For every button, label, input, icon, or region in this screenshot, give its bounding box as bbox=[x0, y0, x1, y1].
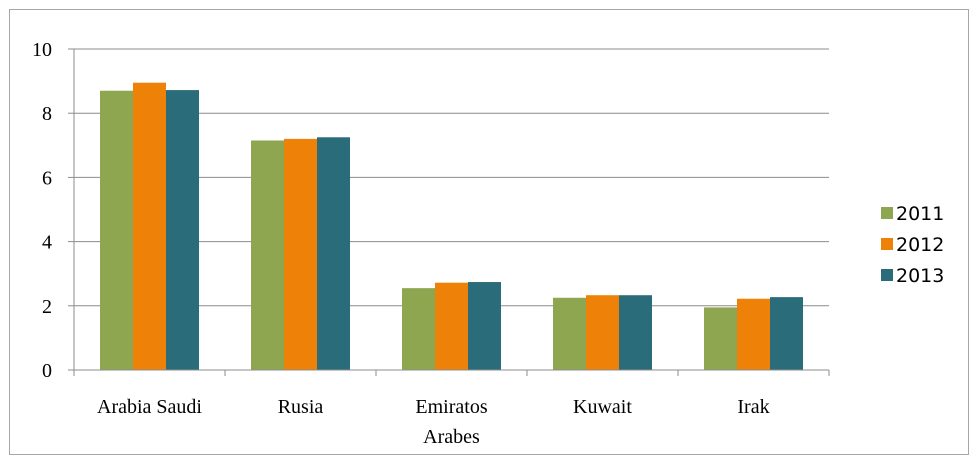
legend-swatch-2012 bbox=[881, 238, 893, 250]
bar-2012-4 bbox=[737, 298, 770, 370]
x-category-label: Emiratos bbox=[415, 396, 487, 418]
legend-swatch-2011 bbox=[881, 207, 893, 219]
bar-2012-3 bbox=[586, 295, 619, 370]
bar-2013-0 bbox=[166, 90, 199, 370]
x-category-label: Irak bbox=[737, 396, 769, 418]
bar-2011-0 bbox=[100, 90, 133, 370]
x-category-label: Kuwait bbox=[573, 396, 632, 418]
axes bbox=[68, 48, 830, 376]
y-tick-label: 0 bbox=[42, 360, 52, 382]
y-axis-tick-labels: 0 2 4 6 8 10 bbox=[32, 39, 52, 382]
bar-2012-2 bbox=[435, 282, 468, 370]
y-tick-label: 4 bbox=[42, 232, 52, 254]
legend: 2011 2012 2013 bbox=[881, 203, 944, 287]
x-category-label: Arabia Saudi bbox=[97, 396, 202, 418]
y-tick-label: 2 bbox=[42, 296, 52, 318]
bar-2013-2 bbox=[468, 282, 501, 370]
legend-label-2011: 2011 bbox=[896, 203, 944, 225]
legend-label-2012: 2012 bbox=[896, 234, 944, 256]
bar-2013-3 bbox=[619, 295, 652, 370]
legend-label-2013: 2013 bbox=[896, 265, 944, 287]
bar-2012-1 bbox=[284, 138, 317, 370]
legend-swatch-2013 bbox=[881, 269, 893, 281]
x-axis-category-labels: Arabia Saudi Rusia Emiratos Arabes Kuwait Ira… bbox=[97, 396, 770, 448]
bar-2013-1 bbox=[317, 137, 350, 370]
gridlines bbox=[74, 48, 829, 307]
bars bbox=[100, 82, 803, 370]
y-tick-label: 8 bbox=[42, 103, 52, 125]
bar-2011-4 bbox=[704, 307, 737, 370]
y-tick-label: 10 bbox=[32, 39, 52, 61]
bar-2012-0 bbox=[133, 82, 166, 370]
x-category-label: Arabes bbox=[423, 426, 480, 448]
bar-2011-2 bbox=[402, 288, 435, 370]
y-tick-label: 6 bbox=[42, 167, 52, 189]
bar-2013-4 bbox=[770, 297, 803, 370]
x-category-label: Rusia bbox=[278, 396, 324, 418]
bar-2011-3 bbox=[553, 297, 586, 370]
bar-2011-1 bbox=[251, 140, 284, 370]
